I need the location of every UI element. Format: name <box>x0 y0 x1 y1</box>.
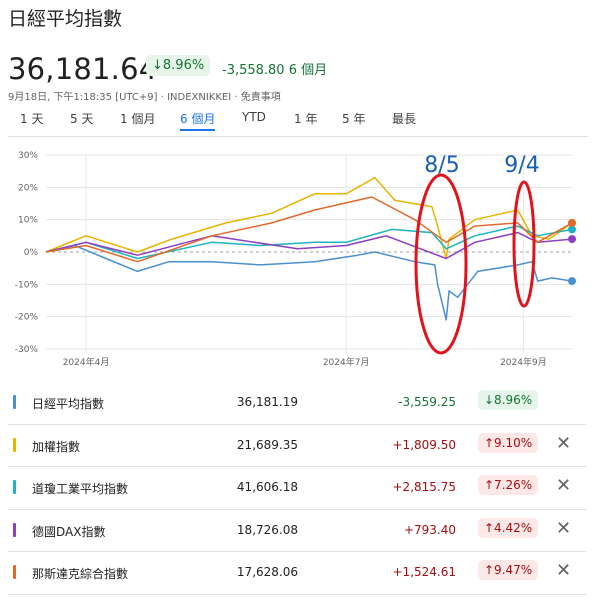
x-tick-label: 2024年4月 <box>63 356 110 368</box>
tab-1y[interactable]: 1 年 <box>294 112 318 126</box>
x-tick-label: 2024年7月 <box>323 356 370 368</box>
current-price: 36,181.64 <box>8 52 158 86</box>
percent-change-badge: ↓8.96% <box>146 55 211 76</box>
x-tick-label: 2024年9月 <box>500 356 547 368</box>
comparison-chart[interactable]: 30% 20% 10% 0% -10% -20% -30% 2024年4月 2024年7月 202… <box>0 142 596 382</box>
index-value: 21,689.35 <box>236 437 298 452</box>
comparison-row[interactable]: 日經平均指數 36,181.19 -3,559.25 ↓8.96% <box>8 382 586 425</box>
index-change: -3,559.25 <box>398 395 456 409</box>
series-color-bar <box>13 565 16 579</box>
series-end-dot-4 <box>568 218 576 227</box>
series-color-bar <box>13 437 16 452</box>
series-line-1 <box>45 176 573 260</box>
index-percent-badge: ↑7.26% <box>478 475 539 495</box>
annotation-label-8-5: 8/5 <box>424 153 459 178</box>
series-color-bar <box>13 522 16 537</box>
y-tick-label: 10% <box>18 216 38 226</box>
index-name: 加權指數 <box>32 439 81 454</box>
series-color-bar <box>13 480 16 494</box>
index-change: +1,524.61 <box>392 565 457 579</box>
page-title: 日經平均指數 <box>8 8 123 30</box>
comparison-row[interactable]: 道瓊工業平均指數 41,606.18 +2,815.75 ↑7.26% ✕ <box>8 467 586 510</box>
index-name: 道瓊工業平均指數 <box>32 482 129 496</box>
tab-1m[interactable]: 1 個月 <box>120 112 156 126</box>
tab-5y[interactable]: 5 年 <box>342 112 366 126</box>
series-end-dot-2 <box>568 225 576 234</box>
remove-comparison-icon[interactable]: ✕ <box>556 560 572 581</box>
index-change: +1,809.50 <box>392 437 457 452</box>
index-name: 那斯達克綜合指數 <box>32 567 129 581</box>
series-end-dot-3 <box>568 235 576 244</box>
y-tick-label: -20% <box>15 313 39 323</box>
annotation-ellipse-8-5 <box>414 173 468 355</box>
y-tick-label: -10% <box>15 280 39 290</box>
series-line-4 <box>45 196 573 263</box>
header-divider <box>8 136 588 137</box>
tab-5d[interactable]: 5 天 <box>70 112 94 126</box>
tab-1d[interactable]: 1 天 <box>20 112 44 126</box>
annotation-ellipse-9-4 <box>512 180 536 308</box>
remove-comparison-icon[interactable]: ✕ <box>556 475 572 496</box>
series-end-dot-0 <box>568 277 576 286</box>
quote-meta: 9月18日, 下午1:18:35 [UTC+9] · INDEXNIKKEI ·… <box>8 92 281 103</box>
index-change: +793.40 <box>403 522 456 537</box>
comparison-list: 日經平均指數 36,181.19 -3,559.25 ↓8.96% 加權指數 21,689… <box>8 382 586 595</box>
series-line-3 <box>45 231 573 260</box>
series-color-bar <box>13 395 16 409</box>
comparison-row[interactable]: 那斯達克綜合指數 17,628.06 +1,524.61 ↑9.47% ✕ <box>8 552 586 595</box>
index-value: 17,628.06 <box>236 565 298 579</box>
absolute-change: -3,558.80 6 個月 <box>222 63 328 78</box>
series-line-2 <box>45 225 573 260</box>
y-tick-label: -30% <box>15 345 39 355</box>
remove-comparison-icon[interactable]: ✕ <box>556 432 572 454</box>
index-value: 41,606.18 <box>236 480 298 494</box>
index-value: 36,181.19 <box>236 395 298 409</box>
tab-ytd[interactable]: YTD <box>242 110 266 124</box>
index-percent-badge: ↑4.42% <box>478 517 539 538</box>
y-tick-label: 0% <box>24 248 39 258</box>
tab-6m[interactable]: 6 個月 <box>180 112 216 131</box>
comparison-row[interactable]: 加權指數 21,689.35 +1,809.50 ↑9.10% ✕ <box>8 425 586 467</box>
y-tick-label: 20% <box>18 183 38 193</box>
series-line-0 <box>45 244 573 321</box>
remove-comparison-icon[interactable]: ✕ <box>556 517 572 539</box>
index-percent-badge: ↑9.10% <box>478 432 539 453</box>
comparison-row[interactable]: 德國DAX指數 18,726.08 +793.40 ↑4.42% ✕ <box>8 510 586 552</box>
tab-max[interactable]: 最長 <box>392 112 417 126</box>
index-name: 德國DAX指數 <box>32 524 106 539</box>
index-percent-badge: ↑9.47% <box>478 560 539 580</box>
index-change: +2,815.75 <box>392 480 457 494</box>
index-value: 18,726.08 <box>236 522 298 537</box>
index-percent-badge: ↓8.96% <box>478 390 539 410</box>
y-tick-label: 30% <box>18 151 38 161</box>
annotation-label-9-4: 9/4 <box>504 153 539 178</box>
index-name: 日經平均指數 <box>32 397 105 411</box>
